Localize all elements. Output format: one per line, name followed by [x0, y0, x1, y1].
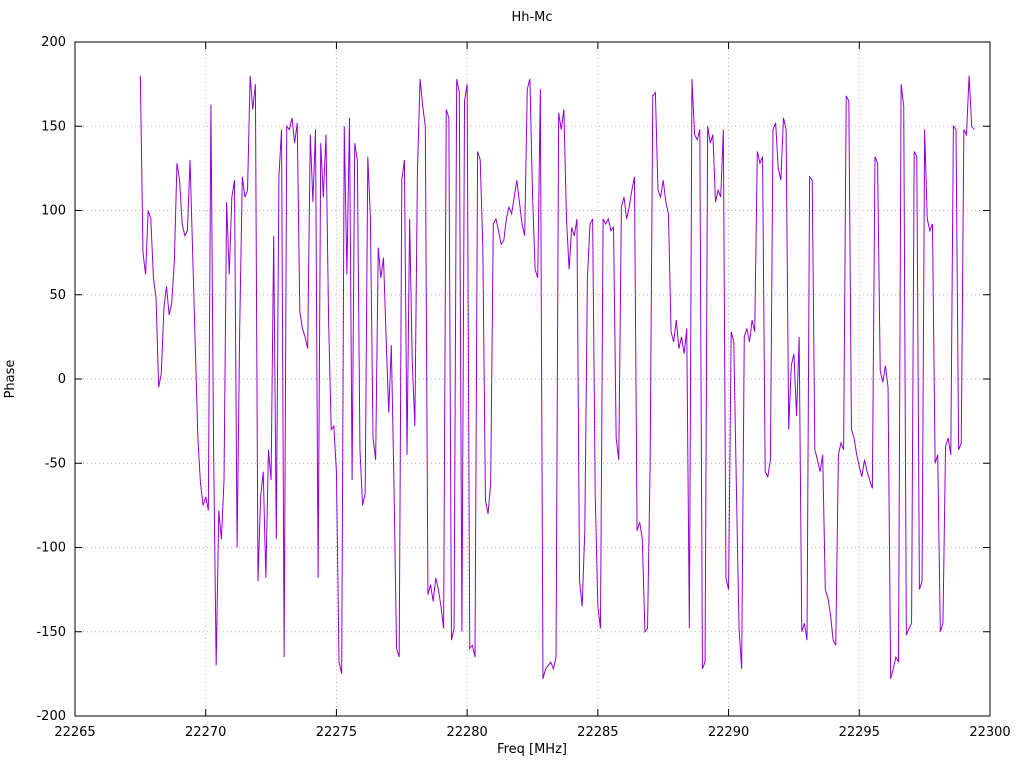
- x-tick-label: 22300: [969, 725, 1010, 740]
- y-tick-label: 150: [41, 119, 66, 134]
- phase-line: [139, 75, 975, 680]
- chart-title: Hh-Mc: [511, 10, 552, 25]
- y-tick-label: -200: [36, 709, 66, 724]
- y-tick-label: 50: [49, 288, 66, 303]
- x-tick-label: 22295: [839, 725, 880, 740]
- x-tick-label: 22285: [577, 725, 618, 740]
- y-tick-label: 0: [58, 372, 66, 387]
- y-tick-label: -50: [45, 456, 66, 471]
- x-axis-label: Freq [MHz]: [497, 742, 567, 757]
- y-tick-label: -100: [36, 541, 66, 556]
- x-tick-label: 22270: [185, 725, 226, 740]
- y-axis-label: Phase: [3, 360, 18, 399]
- y-tick-label: 200: [41, 35, 66, 50]
- plot-border: [74, 41, 991, 717]
- data-layer: [139, 75, 975, 680]
- y-tick-label: -150: [36, 625, 66, 640]
- y-tick-label: 100: [41, 204, 66, 219]
- x-tick-label: 22275: [316, 725, 357, 740]
- x-tick-label: 22280: [446, 725, 487, 740]
- x-tick-label: 22265: [54, 725, 95, 740]
- grid-layer: [74, 41, 991, 717]
- axis-layer: 22265 22270 22275 22280 22285 22290 22295 22300…: [36, 35, 1010, 740]
- x-tick-label: 22290: [708, 725, 749, 740]
